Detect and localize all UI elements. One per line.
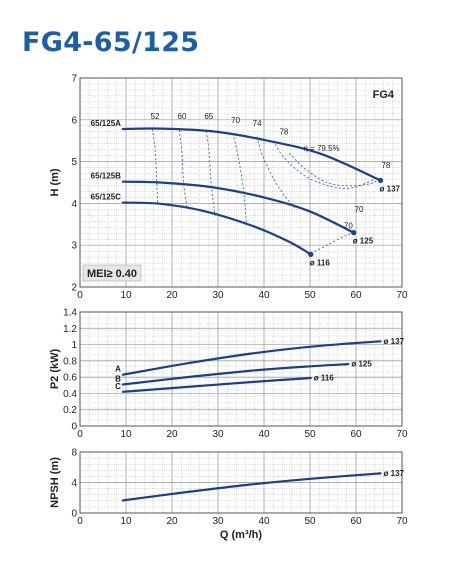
power-x-tick-label: 40 <box>258 429 270 440</box>
npsh-x-tick-label: 60 <box>350 516 362 527</box>
npsh-major-grid <box>80 452 402 513</box>
head-series-2-line <box>121 180 355 234</box>
head-series-3-end-label: ø 116 <box>310 258 331 267</box>
head-x-tick-label: 0 <box>77 290 83 301</box>
efficiency-label-10: 70 <box>344 221 353 230</box>
npsh-y-axis-label: NPSH (m) <box>49 457 61 508</box>
npsh-y-tick-label: 4 <box>71 478 77 489</box>
power-y-axis-label: P2 (kW) <box>49 348 61 389</box>
efficiency-curve-5 <box>256 136 296 208</box>
power-x-tick-label: 20 <box>166 429 178 440</box>
power-y-tick-label: 1.4 <box>63 308 77 319</box>
power-x-tick-label: 60 <box>350 429 362 440</box>
series-badge: FG4 <box>373 89 395 101</box>
efficiency-label-1: 52 <box>151 112 160 121</box>
npsh-x-tick-label: 50 <box>304 516 316 527</box>
npsh-y-tick-label: 0 <box>71 509 77 520</box>
power-series-3-end-label: ø 116 <box>314 373 335 382</box>
npsh-x-tick-label: 70 <box>396 516 408 527</box>
npsh-series-1-end-label: ø 137 <box>384 469 405 478</box>
power-y-tick-label: 0.2 <box>63 405 77 416</box>
head-series-1-line <box>121 127 382 182</box>
power-x-tick-label: 30 <box>212 429 224 440</box>
efficiency-curve-6 <box>272 140 379 189</box>
power-y-tick-label: 0.8 <box>63 356 77 367</box>
efficiency-curve-7 <box>288 152 381 187</box>
efficiency-label-6: 78 <box>279 127 288 136</box>
power-x-tick-label: 70 <box>396 429 408 440</box>
power-series-2-name-label: B <box>115 374 121 383</box>
head-x-tick-label: 30 <box>212 290 224 301</box>
npsh-x-tick-label: 10 <box>120 516 132 527</box>
head-series-2-end-point <box>351 230 357 236</box>
head-y-tick-label: 2 <box>71 283 77 294</box>
efficiency-label-2: 60 <box>178 112 187 121</box>
power-frame <box>79 311 403 427</box>
efficiency-label-4: 70 <box>231 116 240 125</box>
head-y-tick-label: 5 <box>71 157 77 168</box>
power-minor-grid <box>80 312 402 426</box>
power-y-tick-label: 0 <box>71 422 77 433</box>
npsh-series-1-line <box>121 472 382 502</box>
npsh-frame <box>79 451 403 514</box>
npsh-x-tick-label: 40 <box>258 516 270 527</box>
npsh-x-tick-label: 20 <box>166 516 178 527</box>
efficiency-label-3: 65 <box>204 112 213 121</box>
head-y-tick-label: 3 <box>71 241 77 252</box>
power-series-2-end-label: ø 125 <box>351 360 372 369</box>
head-x-tick-label: 40 <box>258 290 270 301</box>
power-y-tick-label: 0.6 <box>63 373 77 384</box>
head-series-3-name-label: 65/125C <box>91 193 121 202</box>
efficiency-curve-4 <box>232 133 247 224</box>
power-series-2-line <box>121 363 350 386</box>
head-series-2-end-label: ø 125 <box>353 237 374 246</box>
head-x-tick-label: 50 <box>304 290 316 301</box>
head-frame <box>79 77 403 288</box>
efficiency-curve-2 <box>178 129 188 209</box>
power-y-tick-label: 1.2 <box>63 324 77 335</box>
head-series-3-line <box>121 201 312 256</box>
head-x-tick-label: 20 <box>166 290 178 301</box>
power-plot-area <box>80 312 402 426</box>
power-x-tick-label: 10 <box>120 429 132 440</box>
npsh-x-axis-label: Q (m³/h) <box>220 529 262 541</box>
head-series-1-end-point <box>377 177 384 184</box>
head-series-1-name-label: 65/125A <box>91 119 121 128</box>
efficiency-curve-3 <box>205 131 216 216</box>
efficiency-label-9: 70 <box>355 205 364 214</box>
efficiency-label-8: 78 <box>381 161 390 170</box>
power-x-tick-label: 0 <box>77 429 83 440</box>
page-title: FG4-65/125 <box>22 27 200 58</box>
head-x-tick-label: 10 <box>120 290 132 301</box>
npsh-y-tick-label: 8 <box>71 448 77 459</box>
power-series-3-line <box>121 376 312 393</box>
npsh-x-tick-label: 0 <box>77 516 83 527</box>
mei-box <box>82 264 142 282</box>
head-series-1-end-label: ø 137 <box>380 184 401 193</box>
head-y-tick-label: 7 <box>71 74 77 85</box>
efficiency-label-5: 74 <box>253 119 262 128</box>
head-series-3-end-point <box>308 251 314 257</box>
efficiency-label-7: η = 79.5% <box>303 144 339 153</box>
head-y-tick-label: 4 <box>71 199 77 210</box>
power-y-tick-label: 1 <box>71 340 77 351</box>
npsh-x-tick-label: 30 <box>212 516 224 527</box>
power-series-1-name-label: A <box>115 365 121 374</box>
power-series-1-end-label: ø 137 <box>384 337 405 346</box>
head-series-2-name-label: 65/125B <box>91 172 121 181</box>
power-x-tick-label: 50 <box>304 429 316 440</box>
power-series-1-line <box>121 340 382 376</box>
head-y-tick-label: 6 <box>71 115 77 126</box>
efficiency-curve-8 <box>310 232 354 254</box>
head-x-tick-label: 70 <box>396 290 408 301</box>
head-x-tick-label: 60 <box>350 290 362 301</box>
head-y-axis-label: H (m) <box>49 168 61 196</box>
power-series-3-name-label: C <box>115 382 121 391</box>
power-y-tick-label: 0.4 <box>63 389 77 400</box>
mei-label: MEI≥ 0.40 <box>87 268 137 280</box>
